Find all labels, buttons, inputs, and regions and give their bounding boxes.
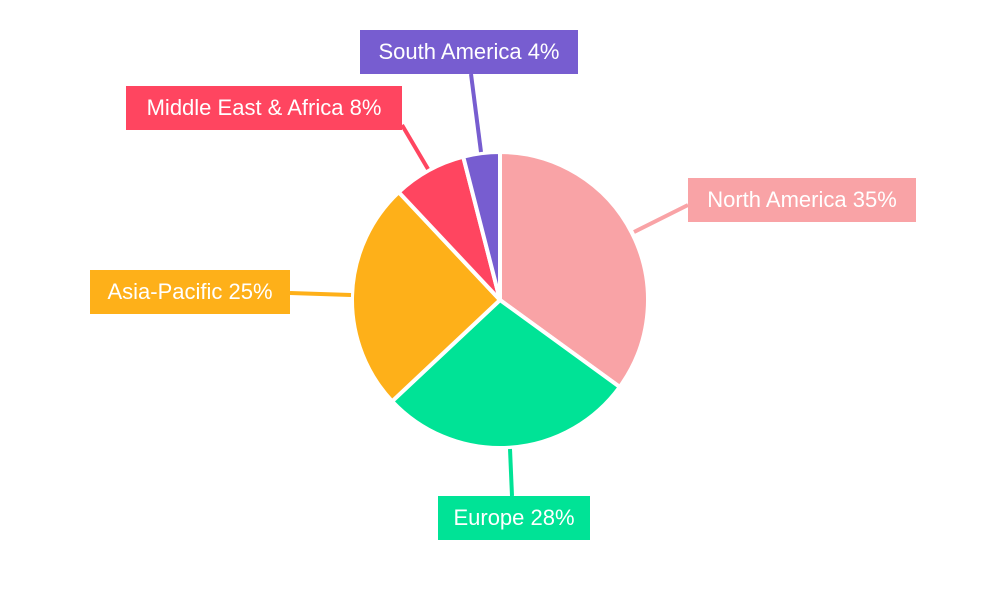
pie-slice-south-america[interactable] [461, 150, 502, 302]
leader-line [508, 448, 514, 497]
data-label: Asia-Pacific 25% [90, 270, 290, 314]
data-label: South America 4% [360, 30, 578, 74]
leader-line [469, 73, 483, 153]
pie-slice-asia-pacific[interactable] [350, 190, 502, 404]
data-label: Europe 28% [438, 496, 590, 540]
leader-line [289, 291, 352, 297]
pie-slice-europe[interactable] [390, 298, 622, 450]
pie-slice-north-america[interactable] [498, 150, 650, 389]
data-label: North America 35% [688, 178, 916, 222]
leader-line [400, 123, 430, 171]
leader-line [633, 203, 689, 234]
data-label: Middle East & Africa 8% [126, 86, 402, 130]
